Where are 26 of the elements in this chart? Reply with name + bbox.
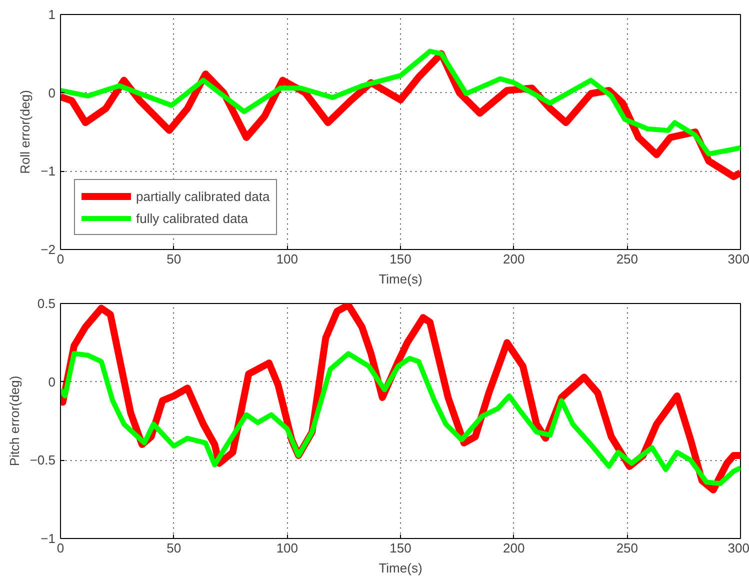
y-tick-label: −1: [40, 164, 56, 179]
legend-label: partially calibrated data: [136, 188, 270, 204]
y-tick-label: −1: [40, 531, 56, 546]
x-tick-label: 200: [502, 540, 525, 556]
x-tick-label: 100: [276, 252, 298, 266]
y-tick-label: −2: [40, 242, 56, 257]
x-axis-title: Time(s): [378, 560, 422, 576]
x-tick-label: 300: [728, 540, 749, 556]
legend-label: fully calibrated data: [136, 210, 248, 226]
y-tick-label: 0: [48, 85, 56, 100]
y-tick-label: 1: [48, 7, 56, 22]
x-tick-label: 300: [728, 252, 749, 266]
x-tick-label: 150: [390, 540, 412, 556]
x-tick-label: 50: [166, 540, 182, 556]
x-axis-title: Time(s): [378, 272, 422, 286]
y-tick-label: 0: [48, 374, 56, 390]
x-tick-label: 50: [166, 252, 182, 266]
y-axis-title: Pitch error(deg): [6, 376, 22, 466]
y-tick-label: 0.5: [37, 296, 56, 311]
x-tick-label: 250: [616, 252, 638, 266]
x-tick-label: 200: [502, 252, 525, 266]
x-tick-label: 250: [616, 540, 638, 556]
y-tick-label: −0.5: [30, 452, 56, 468]
x-tick-label: 150: [390, 252, 412, 266]
x-tick-label: 100: [276, 540, 298, 556]
y-axis-title: Roll error(deg): [18, 90, 33, 174]
